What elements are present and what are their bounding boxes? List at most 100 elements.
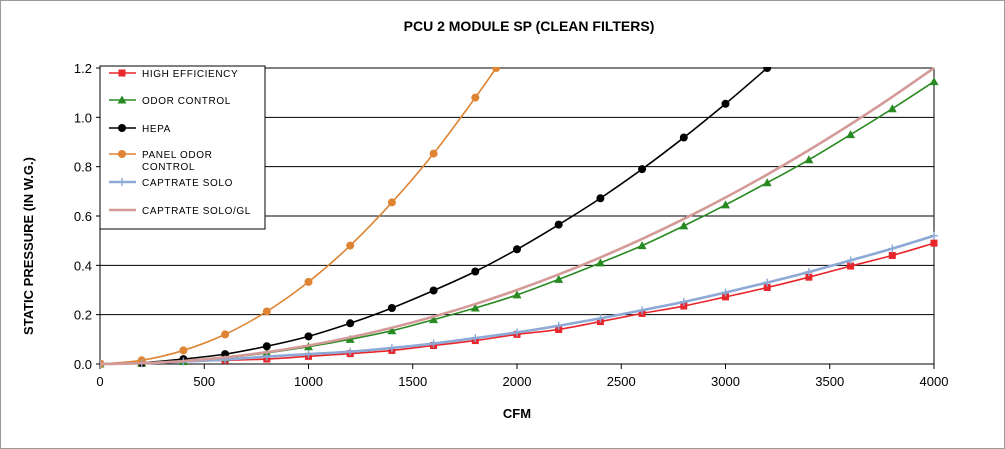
- data-point-hepa: [304, 332, 313, 341]
- data-point-high-efficiency: [763, 284, 771, 292]
- legend-label: ODOR CONTROL: [142, 96, 231, 107]
- legend-label: CAPTRATE SOLO: [142, 178, 233, 189]
- series-line-high-efficiency: [100, 242, 935, 365]
- x-tick-label: 3000: [711, 374, 740, 389]
- data-point-captrate-solo: [930, 231, 938, 240]
- legend-item-odor-control: ODOR CONTROL: [109, 95, 231, 107]
- legend-label: PANEL ODOR: [142, 150, 212, 161]
- x-tick-label: 4000: [920, 374, 949, 389]
- data-point-hepa: [471, 267, 480, 276]
- legend-marker: [118, 124, 126, 132]
- axes: 0.0 0.2 0.4 0.6 0.8 1.0 1.2 0 500 1000 1500 2000 250…: [74, 61, 949, 389]
- legend-label: HEPA: [142, 124, 171, 135]
- legend-item-hepa: HEPA: [109, 124, 171, 135]
- series-line-captrate-solo: [100, 234, 935, 366]
- legend-item-high-efficiency: HIGH EFFICIENCY: [109, 69, 238, 80]
- data-point-odor-control: [846, 130, 856, 139]
- legend-marker: [117, 95, 127, 104]
- chart-title: PCU 2 MODULE SP (CLEAN FILTERS): [404, 18, 655, 34]
- data-point-panel-odor-control: [262, 307, 271, 316]
- legend-marker: [118, 178, 126, 186]
- data-point-captrate-solo: [846, 256, 855, 265]
- y-tick-label: 0.4: [74, 258, 92, 273]
- x-tick-label: 500: [193, 374, 215, 389]
- data-point-captrate-solo: [387, 343, 396, 352]
- data-point-captrate-solo: [721, 288, 730, 297]
- data-point-panel-odor-control: [387, 198, 396, 207]
- data-point-high-efficiency: [847, 262, 855, 270]
- x-tick-label: 2500: [607, 374, 636, 389]
- series-captrate-solo: [100, 231, 938, 368]
- y-tick-label: 0.0: [74, 357, 92, 372]
- y-tick-label: 1.0: [74, 110, 92, 125]
- data-point-high-efficiency: [805, 273, 813, 281]
- x-axis-label: CFM: [503, 406, 531, 421]
- legend-marker: [118, 150, 126, 158]
- data-point-hepa: [763, 67, 772, 72]
- y-tick-label: 1.2: [74, 61, 92, 76]
- data-point-high-efficiency: [680, 302, 688, 310]
- legend-box: [99, 65, 266, 230]
- data-point-panel-odor-control: [492, 67, 501, 72]
- data-point-high-efficiency: [722, 293, 729, 301]
- data-point-captrate-solo: [429, 339, 438, 348]
- data-point-panel-odor-control: [304, 277, 313, 286]
- x-tick-label: 0: [96, 374, 103, 389]
- data-point-odor-control: [429, 315, 439, 324]
- y-tick-label: 0.2: [74, 308, 92, 323]
- data-point-captrate-solo: [888, 244, 897, 253]
- data-point-odor-control: [595, 258, 605, 267]
- legend-label: HIGH EFFICIENCY: [142, 69, 238, 80]
- y-axis-label: STATIC PRESSURE (IN W.G.): [21, 157, 36, 335]
- data-point-captrate-solo: [304, 350, 313, 359]
- data-point-panel-odor-control: [179, 346, 188, 355]
- data-point-panel-odor-control: [471, 93, 480, 102]
- data-point-hepa: [346, 319, 355, 328]
- data-point-panel-odor-control: [429, 149, 438, 158]
- data-point-panel-odor-control: [346, 241, 355, 250]
- x-tick-label: 3500: [815, 374, 844, 389]
- data-point-captrate-solo: [262, 352, 271, 361]
- data-point-captrate-solo: [679, 297, 688, 306]
- data-point-odor-control: [470, 303, 480, 312]
- x-tick-label: 1500: [398, 374, 427, 389]
- data-point-odor-control: [637, 241, 647, 250]
- y-tick-label: 0.8: [74, 160, 92, 175]
- data-point-hepa: [721, 99, 730, 108]
- legend-item-captrate-solo-gl: CAPTRATE SOLO/GL: [109, 206, 250, 217]
- data-point-hepa: [513, 245, 521, 254]
- data-point-captrate-solo: [638, 306, 647, 315]
- data-point-hepa: [596, 194, 605, 203]
- x-tick-label: 2000: [503, 374, 532, 389]
- x-tick-label: 1000: [294, 374, 323, 389]
- data-point-odor-control: [929, 77, 939, 86]
- data-point-odor-control: [679, 221, 689, 230]
- data-point-odor-control: [887, 104, 897, 113]
- series-line-captrate-solo-gl: [100, 67, 935, 366]
- data-point-hepa: [262, 342, 271, 351]
- data-point-captrate-solo: [513, 328, 521, 337]
- data-point-captrate-solo: [763, 278, 772, 287]
- data-point-captrate-solo: [471, 334, 480, 343]
- data-point-odor-control: [721, 200, 730, 209]
- data-point-odor-control: [804, 155, 814, 164]
- data-point-odor-control: [345, 334, 355, 343]
- legend: HIGH EFFICIENCY ODOR CONTROL HEPA PANEL ODO…: [99, 65, 266, 230]
- series-panel-odor-control: [100, 67, 501, 368]
- data-point-captrate-solo: [596, 314, 605, 323]
- data-point-captrate-solo: [554, 321, 563, 330]
- series-group: [100, 67, 939, 368]
- data-point-high-efficiency: [888, 251, 896, 259]
- data-point-high-efficiency: [930, 239, 938, 247]
- data-point-odor-control: [512, 290, 522, 299]
- data-point-panel-odor-control: [221, 330, 230, 339]
- data-point-hepa: [679, 133, 688, 142]
- data-point-hepa: [429, 286, 438, 295]
- data-point-odor-control: [762, 178, 772, 187]
- data-point-hepa: [638, 165, 647, 174]
- legend-item-captrate-solo: CAPTRATE SOLO: [109, 178, 233, 189]
- data-point-odor-control: [554, 274, 564, 283]
